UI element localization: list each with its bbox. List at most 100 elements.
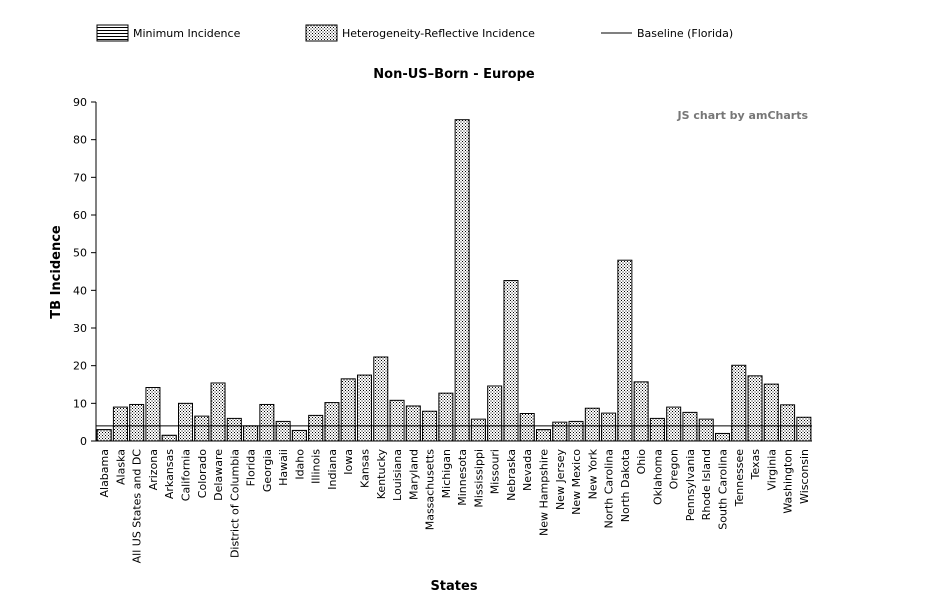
x-tick-label: Pennsylvania	[684, 449, 697, 521]
x-tick-label: Tennessee	[733, 449, 746, 508]
x-tick-label: Mississippi	[472, 449, 485, 508]
bar-heterogeneity[interactable]	[161, 434, 177, 442]
bar-heterogeneity[interactable]	[308, 414, 324, 442]
bar-heterogeneity[interactable]	[780, 404, 796, 442]
x-tick-label: Texas	[749, 449, 762, 481]
x-tick-label: District of Columbia	[228, 449, 241, 558]
x-tick-label: South Carolina	[717, 449, 730, 530]
y-tick-label: 40	[73, 284, 87, 297]
bar-heterogeneity[interactable]	[112, 406, 128, 442]
bar-heterogeneity[interactable]	[194, 415, 210, 442]
bar-heterogeneity[interactable]	[682, 411, 698, 442]
bar-heterogeneity[interactable]	[210, 382, 226, 442]
bar-heterogeneity[interactable]	[96, 429, 112, 442]
x-tick-label: Illinois	[310, 449, 323, 484]
bar-heterogeneity[interactable]	[340, 378, 356, 442]
bar-heterogeneity[interactable]	[291, 429, 307, 442]
bar-heterogeneity[interactable]	[617, 259, 633, 442]
series-heterogeneity-bars	[96, 119, 812, 442]
bar-heterogeneity[interactable]	[405, 405, 421, 442]
x-tick-label: Minnesota	[456, 449, 469, 506]
bar-heterogeneity[interactable]	[324, 402, 340, 442]
x-axis-title: States	[430, 579, 477, 594]
bar-heterogeneity[interactable]	[357, 374, 372, 442]
legend-label-heterogeneity: Heterogeneity-Reflective Incidence	[342, 27, 535, 40]
bar-heterogeneity[interactable]	[747, 375, 763, 442]
x-tick-label: North Dakota	[619, 449, 632, 522]
bar-heterogeneity[interactable]	[373, 356, 389, 442]
bar-heterogeneity[interactable]	[715, 432, 730, 442]
legend-swatch-minimum	[96, 24, 129, 42]
legend-label-minimum: Minimum Incidence	[133, 27, 241, 40]
x-tick-label: Nebraska	[505, 449, 518, 501]
y-tick-label: 50	[73, 247, 87, 260]
bar-heterogeneity[interactable]	[454, 119, 470, 442]
bar-heterogeneity[interactable]	[536, 429, 551, 442]
bar-heterogeneity[interactable]	[552, 421, 568, 442]
x-tick-label: Ohio	[635, 449, 648, 475]
y-tick-label: 10	[73, 397, 87, 410]
chart-credit[interactable]: JS chart by amCharts	[677, 109, 809, 122]
x-tick-label: Colorado	[196, 449, 209, 498]
x-tick-label: Rhode Island	[700, 449, 713, 520]
bar-heterogeneity[interactable]	[731, 364, 747, 442]
x-axis: Alabama Alaska All US States and DC Arizona…	[96, 440, 812, 564]
x-tick-label: Missouri	[489, 449, 502, 494]
x-tick-label: Delaware	[212, 449, 225, 501]
x-tick-label: Arkansas	[163, 449, 176, 499]
x-tick-label: Oklahoma	[651, 449, 664, 505]
legend-label-baseline: Baseline (Florida)	[637, 27, 733, 40]
bar-heterogeneity[interactable]	[178, 402, 193, 442]
bar-heterogeneity[interactable]	[633, 381, 649, 442]
x-tick-label: Kansas	[359, 449, 372, 488]
x-tick-label: New Mexico	[570, 449, 583, 515]
bar-heterogeneity[interactable]	[649, 417, 665, 442]
x-tick-label: Idaho	[293, 449, 306, 480]
bar-heterogeneity[interactable]	[389, 399, 405, 442]
bar-heterogeneity[interactable]	[243, 425, 259, 442]
x-tick-label: Michigan	[440, 449, 453, 498]
bar-heterogeneity[interactable]	[519, 413, 535, 442]
x-tick-label: Louisiana	[391, 449, 404, 501]
x-tick-label: Alaska	[114, 449, 127, 485]
bar-heterogeneity[interactable]	[470, 418, 486, 442]
x-tick-label: Massachusetts	[424, 449, 437, 531]
bar-heterogeneity[interactable]	[145, 387, 161, 442]
x-tick-label: Hawaii	[277, 449, 290, 486]
x-tick-label: Iowa	[342, 449, 355, 475]
y-tick-label: 80	[73, 134, 87, 147]
y-tick-label: 90	[73, 96, 87, 109]
x-tick-label: Arizona	[147, 449, 160, 490]
x-tick-label: Georgia	[261, 449, 274, 492]
bar-heterogeneity[interactable]	[487, 385, 503, 442]
bar-heterogeneity[interactable]	[763, 383, 779, 442]
bar-heterogeneity[interactable]	[666, 406, 682, 442]
bar-heterogeneity[interactable]	[259, 403, 275, 442]
bar-heterogeneity[interactable]	[503, 280, 519, 442]
bar-heterogeneity[interactable]	[275, 420, 291, 442]
x-tick-label: Washington	[782, 449, 795, 514]
bar-heterogeneity[interactable]	[438, 392, 454, 442]
x-tick-label: Virginia	[765, 449, 778, 490]
x-tick-label: California	[180, 449, 193, 501]
y-tick-label: 20	[73, 360, 87, 373]
bar-heterogeneity[interactable]	[698, 418, 714, 442]
bar-heterogeneity[interactable]	[796, 416, 812, 442]
legend-item-minimum[interactable]: Minimum Incidence	[96, 24, 241, 42]
bar-heterogeneity[interactable]	[568, 420, 584, 442]
legend-item-heterogeneity[interactable]: Heterogeneity-Reflective Incidence	[305, 24, 535, 42]
bar-heterogeneity[interactable]	[584, 407, 600, 442]
x-tick-label: North Carolina	[603, 449, 616, 529]
chart-title: Non-US–Born - Europe	[373, 67, 535, 82]
bar-heterogeneity[interactable]	[129, 403, 145, 442]
legend-item-baseline[interactable]: Baseline (Florida)	[601, 27, 733, 40]
x-tick-label: New Hampshire	[538, 449, 551, 536]
x-tick-label: All US States and DC	[131, 449, 144, 564]
x-tick-label: New Jersey	[554, 449, 567, 511]
bar-heterogeneity[interactable]	[601, 412, 617, 442]
y-tick-label: 70	[73, 171, 87, 184]
y-tick-label: 0	[80, 435, 87, 448]
bar-heterogeneity[interactable]	[226, 417, 242, 442]
x-tick-label: Maryland	[407, 449, 420, 500]
